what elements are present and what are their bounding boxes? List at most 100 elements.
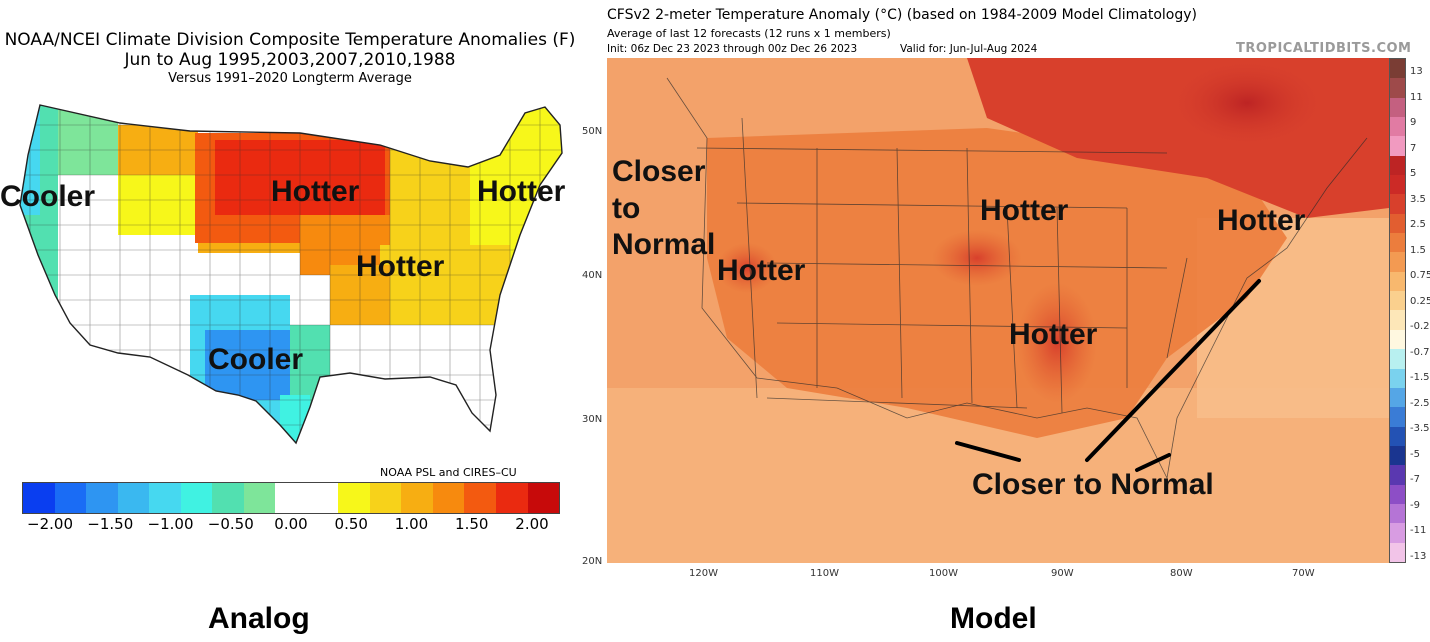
analog-colorbar-tick: 0.50	[334, 515, 368, 533]
model-label-hotter-south: Hotter	[1009, 318, 1098, 351]
model-colorbar-tick: 7	[1410, 142, 1417, 154]
analog-colorbar-tick: −0.50	[207, 515, 254, 533]
model-colorbar-swatch	[1390, 445, 1405, 466]
model-subtitle: Average of last 12 forecasts (12 runs x …	[607, 27, 891, 40]
analog-colorbar-swatch	[117, 483, 150, 513]
analog-colorbar-swatch	[86, 483, 118, 513]
analog-label-cooler-west: Cooler	[0, 180, 96, 213]
model-label-closer-3: Normal	[612, 228, 716, 261]
model-colorbar-swatch	[1390, 271, 1405, 292]
model-lon-120w: 120W	[689, 568, 718, 579]
analog-colorbar-tick: 0.00	[274, 515, 308, 533]
analog-colorbar-tick: 1.50	[455, 515, 489, 533]
model-colorbar-tick: -9	[1410, 499, 1420, 511]
analog-anomaly-map	[19, 104, 563, 445]
model-colorbar-swatch	[1390, 310, 1405, 330]
model-title: CFSv2 2-meter Temperature Anomaly (°C) (…	[607, 7, 1197, 23]
model-colorbar-swatch	[1390, 117, 1405, 137]
analog-colorbar-swatch	[149, 483, 181, 513]
model-valid: Valid for: Jun-Jul-Aug 2024	[900, 43, 1038, 55]
analog-colorbar-tick: −1.50	[87, 515, 134, 533]
model-init: Init: 06z Dec 23 2023 through 00z Dec 26…	[607, 43, 858, 55]
model-colorbar-tick: -5	[1410, 448, 1420, 460]
analog-colorbar-swatch	[338, 483, 370, 513]
model-colorbar-tick: 13	[1410, 66, 1423, 77]
model-colorbar-swatch	[1390, 97, 1405, 118]
model-colorbar-tick: 0.25	[1410, 295, 1430, 307]
analog-colorbar-tick: 1.00	[394, 515, 429, 533]
model-colorbar-tick: -13	[1410, 551, 1427, 562]
analog-colorbar-swatch	[369, 483, 402, 513]
model-colorbar	[1389, 58, 1406, 563]
model-colorbar-swatch	[1390, 194, 1405, 214]
model-lon-100w: 100W	[929, 568, 958, 579]
model-colorbar-swatch	[1390, 407, 1405, 427]
analog-label-hotter-midwest: Hotter	[356, 250, 445, 283]
model-colorbar-swatch	[1390, 252, 1405, 272]
model-colorbar-swatch	[1390, 175, 1405, 195]
model-colorbar-tick: -0.75	[1410, 346, 1430, 358]
model-colorbar-tick: -11	[1410, 525, 1427, 537]
analog-label-hotter-north: Hotter	[271, 175, 360, 208]
model-colorbar-tick: 5	[1410, 168, 1417, 180]
model-colorbar-swatch	[1390, 59, 1405, 79]
model-colorbar-swatch	[1390, 426, 1405, 446]
analog-colorbar-swatch	[495, 483, 528, 513]
model-colorbar-swatch	[1390, 329, 1405, 350]
model-lon-70w: 70W	[1292, 568, 1315, 579]
analog-colorbar-swatch	[306, 483, 339, 513]
model-label-hotter-northeast: Hotter	[1217, 204, 1306, 237]
model-lon-90w: 90W	[1051, 568, 1074, 579]
model-colorbar-tick: 1.5	[1410, 244, 1426, 256]
model-lat-50n: 50N	[582, 126, 603, 137]
model-colorbar-swatch	[1390, 542, 1405, 562]
model-lon-110w: 110W	[810, 568, 839, 579]
model-colorbar-swatch	[1390, 213, 1405, 234]
model-colorbar-tick: 2.5	[1410, 219, 1426, 231]
analog-colorbar-swatch	[212, 483, 244, 513]
model-colorbar-tick: -1.5	[1410, 372, 1430, 384]
analog-colorbar-swatch	[54, 483, 87, 513]
model-brand: TROPICALTIDBITS.COM	[1236, 41, 1412, 56]
model-colorbar-swatch	[1390, 78, 1405, 98]
model-colorbar-swatch	[1390, 368, 1405, 388]
model-colorbar-swatch	[1390, 523, 1405, 543]
model-lat-30n: 30N	[582, 414, 603, 425]
analog-colorbar-swatch	[275, 483, 307, 513]
analog-title-line3: Versus 1991–2020 Longterm Average	[168, 71, 412, 86]
model-colorbar-swatch	[1390, 349, 1405, 369]
analog-title-block: NOAA/NCEI Climate Division Composite Tem…	[0, 30, 580, 87]
model-colorbar-tick: -0.25	[1410, 321, 1430, 333]
model-label-hotter-west: Hotter	[717, 254, 806, 287]
model-anomaly-map	[607, 58, 1389, 563]
analog-colorbar-swatch	[243, 483, 276, 513]
model-lon-80w: 80W	[1170, 568, 1193, 579]
analog-colorbar-swatch	[23, 483, 55, 513]
model-label-closer-2: to	[612, 192, 641, 225]
analog-label-hotter-northeast: Hotter	[477, 175, 566, 208]
model-colorbar-swatch	[1390, 503, 1405, 524]
model-colorbar-tick: -2.5	[1410, 397, 1430, 409]
model-lat-20n: 20N	[582, 556, 603, 567]
analog-title-line2: Jun to Aug 1995,2003,2007,2010,1988	[124, 50, 456, 70]
analog-credit: NOAA PSL and CIRES–CU	[380, 466, 517, 479]
analog-title-line1: NOAA/NCEI Climate Division Composite Tem…	[4, 30, 576, 50]
model-colorbar-swatch	[1390, 465, 1405, 485]
model-colorbar-swatch	[1390, 387, 1405, 408]
analog-label-cooler-texas: Cooler	[208, 343, 304, 376]
model-label-closer-to-normal: Closer to Normal	[972, 468, 1214, 501]
model-colorbar-tick: 11	[1410, 91, 1423, 103]
model-label-hotter-north: Hotter	[980, 194, 1069, 227]
analog-colorbar-swatch	[401, 483, 433, 513]
model-colorbar-swatch	[1390, 233, 1405, 253]
model-boundaries	[666, 77, 1368, 480]
model-colorbar-ticks: 13 11 9 7 5 3.5 2.5 1.5 0.75 0.25 -0.25 -0.75 -1.5 -2…	[1408, 58, 1430, 563]
analog-colorbar-swatch	[432, 483, 465, 513]
model-label-closer-1: Closer	[612, 155, 706, 188]
analog-colorbar-tick: −1.00	[147, 515, 194, 533]
model-lat-40n: 40N	[582, 270, 603, 281]
analog-colorbar	[22, 482, 560, 514]
analog-map-fills	[20, 105, 562, 443]
model-colorbar-tick: 3.5	[1410, 193, 1426, 205]
model-colorbar-tick: -3.5	[1410, 423, 1430, 435]
